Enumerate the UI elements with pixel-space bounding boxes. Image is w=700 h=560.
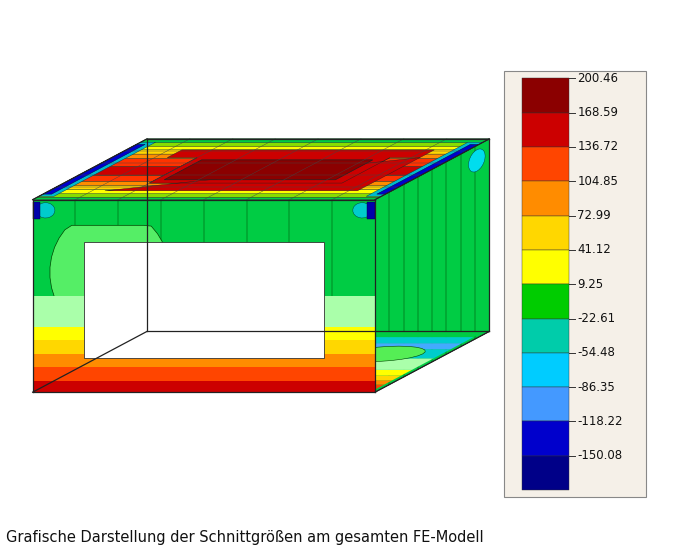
Polygon shape	[36, 203, 55, 218]
Polygon shape	[105, 150, 434, 191]
Polygon shape	[59, 375, 402, 380]
Text: 104.85: 104.85	[578, 175, 618, 188]
Polygon shape	[368, 202, 375, 219]
Polygon shape	[117, 343, 462, 349]
Text: -150.08: -150.08	[578, 449, 622, 462]
Polygon shape	[44, 189, 394, 194]
Polygon shape	[33, 354, 375, 367]
Polygon shape	[127, 146, 475, 150]
Text: 72.99: 72.99	[578, 209, 611, 222]
Text: 168.59: 168.59	[578, 106, 619, 119]
Polygon shape	[118, 150, 469, 154]
Polygon shape	[33, 326, 375, 340]
Text: -54.48: -54.48	[578, 346, 615, 360]
Text: -22.61: -22.61	[578, 312, 615, 325]
Polygon shape	[140, 331, 485, 337]
Polygon shape	[78, 166, 438, 175]
Text: 41.12: 41.12	[578, 244, 611, 256]
Polygon shape	[128, 337, 474, 343]
Polygon shape	[377, 144, 479, 194]
Polygon shape	[123, 348, 305, 381]
Text: Grafische Darstellung der Schnittgrößen am gesamten FE-Modell: Grafische Darstellung der Schnittgrößen …	[6, 530, 484, 545]
Polygon shape	[33, 296, 375, 326]
Polygon shape	[39, 142, 155, 197]
Polygon shape	[33, 199, 375, 392]
Polygon shape	[50, 380, 393, 385]
Polygon shape	[84, 242, 323, 358]
Polygon shape	[33, 367, 375, 381]
Polygon shape	[68, 370, 412, 375]
Polygon shape	[59, 181, 410, 186]
Polygon shape	[37, 389, 377, 392]
Text: 136.72: 136.72	[578, 141, 619, 153]
Polygon shape	[133, 142, 482, 146]
Polygon shape	[33, 202, 41, 219]
Polygon shape	[366, 142, 483, 197]
Text: -86.35: -86.35	[578, 381, 615, 394]
Polygon shape	[50, 225, 169, 337]
Polygon shape	[468, 149, 485, 172]
Polygon shape	[33, 197, 379, 199]
Polygon shape	[78, 358, 433, 370]
Polygon shape	[37, 194, 386, 197]
Polygon shape	[43, 144, 145, 194]
Polygon shape	[100, 349, 451, 358]
Text: 200.46: 200.46	[578, 72, 619, 85]
Polygon shape	[33, 332, 489, 392]
Polygon shape	[149, 158, 390, 183]
Polygon shape	[52, 186, 401, 189]
Polygon shape	[160, 354, 269, 374]
Polygon shape	[140, 139, 489, 142]
Polygon shape	[95, 158, 453, 166]
Polygon shape	[343, 346, 425, 362]
Polygon shape	[33, 340, 375, 354]
Polygon shape	[67, 175, 421, 181]
Polygon shape	[147, 139, 489, 332]
Text: 9.25: 9.25	[578, 278, 603, 291]
Polygon shape	[43, 385, 384, 389]
Polygon shape	[434, 143, 477, 169]
Text: -118.22: -118.22	[578, 415, 623, 428]
Polygon shape	[375, 139, 489, 392]
Polygon shape	[33, 381, 375, 392]
Polygon shape	[33, 139, 489, 199]
Polygon shape	[164, 160, 373, 180]
Polygon shape	[111, 154, 461, 158]
Polygon shape	[353, 203, 372, 218]
